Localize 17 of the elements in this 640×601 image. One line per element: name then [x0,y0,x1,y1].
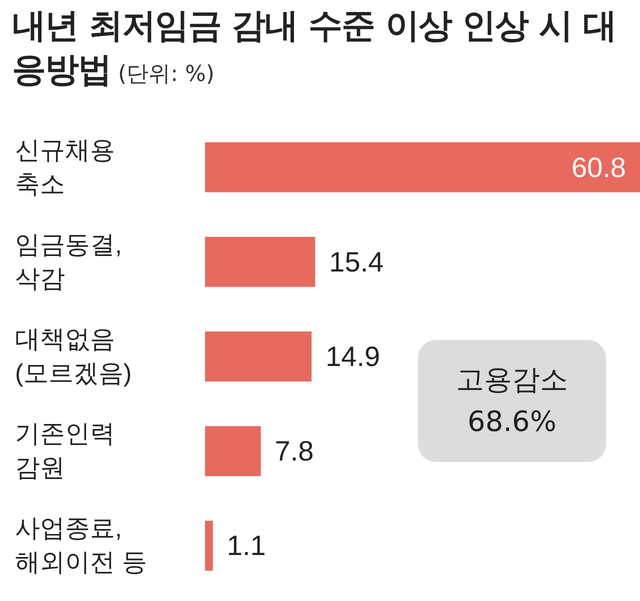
data-label: 60.8 [572,152,626,183]
annotation: 고용감소 68.6% [418,340,606,462]
bar [205,520,213,571]
bar [205,236,316,287]
y-tick-label: 기존인력 감원 [15,420,115,482]
bar [205,426,261,476]
data-label: 14.9 [326,341,380,372]
data-label: 1.1 [226,530,266,562]
data-label: 15.4 [329,246,384,278]
y-tick-label: 대책없음 (모르겠음) [15,326,132,388]
bar [205,142,640,192]
chart-subtitle: (단위: %) [116,62,214,87]
y-tick-label: 신규채용 축소 [15,136,115,198]
y-tick-label: 사업종료, 해외이전 등 [15,514,147,577]
y-tick-label: 임금동결, 삭감 [15,230,122,293]
data-label: 7.8 [274,436,314,467]
bar [205,332,312,382]
